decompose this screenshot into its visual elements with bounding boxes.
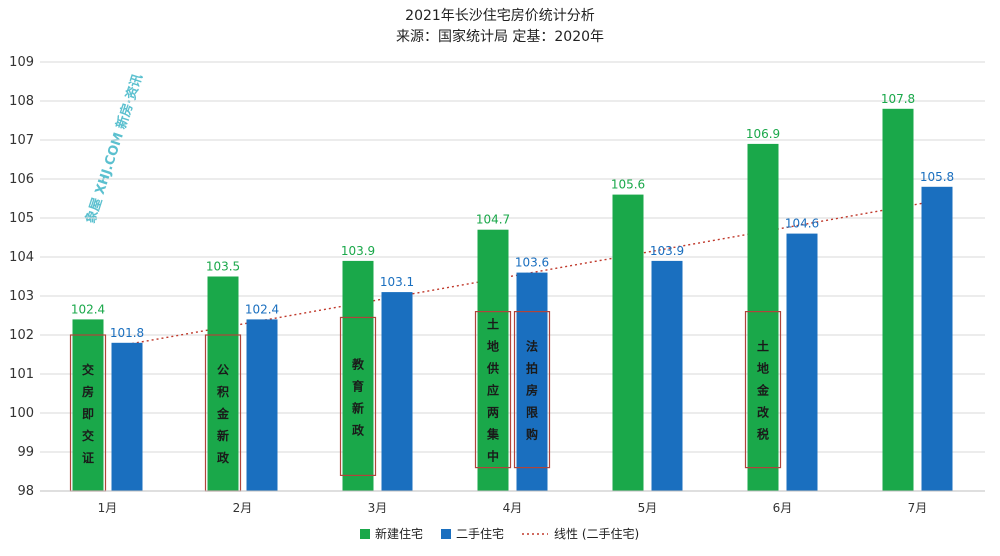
- bar: [786, 233, 818, 491]
- data-label: 106.9: [746, 127, 780, 141]
- bar: [246, 319, 278, 491]
- bar: [747, 143, 779, 491]
- axes-layer: 98 99 100 101 102 103 104 105 106 107 108 109 1月 2月 3月…: [9, 55, 985, 515]
- y-tick-label: 103: [9, 289, 34, 304]
- policy-annotation-text: 教育新政: [351, 356, 365, 437]
- bar: [381, 292, 413, 491]
- data-label: 103.9: [341, 244, 375, 258]
- y-tick-label: 108: [9, 94, 34, 109]
- watermark-logo: 象屋 XHJ.COM 新房·资讯: [82, 72, 145, 226]
- x-tick-label: 6月: [773, 501, 793, 515]
- data-label: 102.4: [245, 302, 279, 316]
- y-tick-label: 100: [9, 406, 34, 421]
- data-label: 104.6: [785, 217, 819, 231]
- data-label: 105.8: [920, 170, 954, 184]
- data-label: 103.5: [206, 260, 240, 274]
- bar: [516, 272, 548, 491]
- policy-annotation-text: 交房即交证: [82, 362, 94, 465]
- legend-label: 新建住宅: [375, 526, 423, 541]
- policy-annotation-box: [474, 311, 512, 469]
- legend-label: 二手住宅: [456, 526, 504, 541]
- data-label: 105.6: [611, 178, 645, 192]
- y-tick-label: 105: [9, 211, 34, 226]
- policy-annotation-text: 法拍房限购: [526, 339, 538, 442]
- x-tick-label: 1月: [98, 501, 118, 515]
- gridlines: [40, 61, 985, 492]
- bar: [921, 186, 953, 492]
- y-tick-label: 101: [9, 367, 34, 382]
- y-tick-label: 107: [9, 133, 34, 148]
- data-label: 103.1: [380, 275, 414, 289]
- legend-swatch: [441, 529, 451, 539]
- data-label: 103.9: [650, 244, 684, 258]
- policy-annotation-text: 土地供应两集中: [486, 317, 500, 464]
- legend-swatch: [360, 529, 370, 539]
- data-labels-layer: 102.4 103.5 103.9 104.7 105.6 106.9 107.8 101.8…: [71, 92, 954, 340]
- y-tick-label: 109: [9, 55, 34, 70]
- bar: [477, 229, 509, 491]
- y-tick-label: 104: [9, 250, 34, 265]
- x-tick-label: 2月: [233, 501, 253, 515]
- chart-title: 2021年长沙住宅房价统计分析: [405, 8, 595, 24]
- x-tick-label: 3月: [368, 501, 388, 515]
- y-tick-label: 102: [9, 328, 34, 343]
- data-label: 103.6: [515, 256, 549, 270]
- x-tick-label: 5月: [638, 501, 658, 515]
- data-label: 104.7: [476, 213, 510, 227]
- y-tick-label: 99: [17, 445, 34, 460]
- policy-annotation-text: 土地金改税: [756, 339, 770, 442]
- bars-layer: [72, 108, 953, 492]
- chart-subtitle: 来源：国家统计局 定基：2020年: [396, 28, 604, 45]
- data-label: 107.8: [881, 92, 915, 106]
- x-tick-label: 7月: [908, 501, 928, 515]
- y-tick-label: 98: [17, 484, 34, 499]
- policy-annotation-box: [339, 316, 377, 477]
- data-label: 101.8: [110, 326, 144, 340]
- bar: [612, 194, 644, 491]
- bar: [72, 319, 104, 491]
- bar: [882, 108, 914, 492]
- watermark-logo-text: 象屋 XHJ.COM 新房·资讯: [82, 72, 145, 226]
- policy-annotation-box: [513, 311, 551, 469]
- bar: [342, 260, 374, 491]
- data-label: 102.4: [71, 302, 105, 316]
- legend-label: 线性 (二手住宅): [554, 526, 639, 541]
- x-tick-label: 4月: [503, 501, 523, 515]
- legend: 新建住宅 二手住宅 线性 (二手住宅): [360, 526, 639, 541]
- policy-annotation-text: 公积金新政: [216, 363, 230, 465]
- bar: [651, 260, 683, 491]
- bar: [207, 276, 239, 491]
- y-tick-label: 106: [9, 172, 34, 187]
- policy-annotation-box: [744, 311, 782, 469]
- bar: [111, 342, 143, 491]
